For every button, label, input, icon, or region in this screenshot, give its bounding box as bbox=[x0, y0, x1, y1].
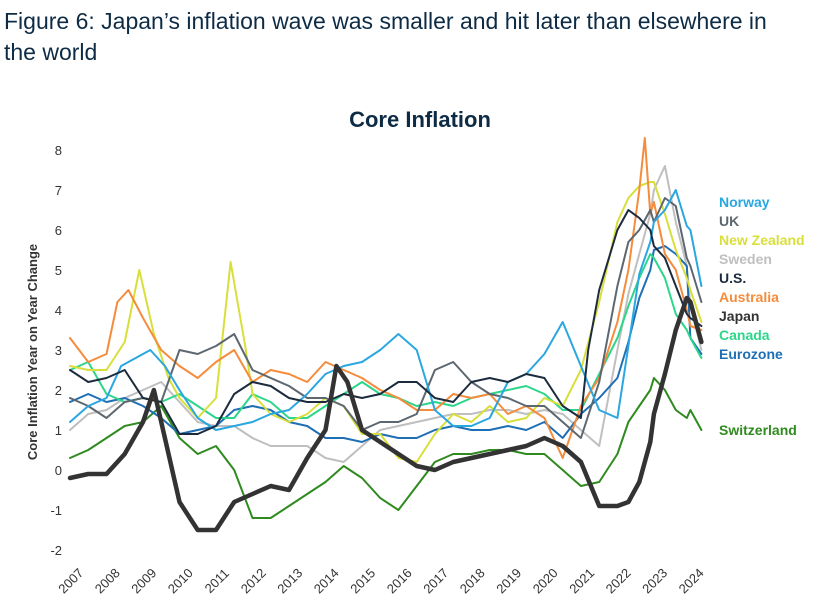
legend-entry-eurozone: Eurozone bbox=[719, 346, 783, 362]
y-tick-label: -2 bbox=[50, 543, 62, 558]
x-tick-label: 2013 bbox=[274, 565, 305, 596]
series-line-canada bbox=[69, 253, 703, 419]
y-tick-label: 0 bbox=[55, 463, 62, 478]
y-tick-label: 5 bbox=[55, 263, 62, 278]
legend-entry-australia: Australia bbox=[719, 289, 779, 305]
x-tick-label: 2008 bbox=[92, 565, 123, 596]
legend-entry-canada: Canada bbox=[719, 327, 770, 343]
legend-entry-sweden: Sweden bbox=[719, 251, 772, 267]
x-tick-label: 2017 bbox=[420, 565, 451, 596]
x-tick-label: 2010 bbox=[165, 565, 196, 596]
legend-entry-norway: Norway bbox=[719, 194, 770, 210]
y-tick-label: 8 bbox=[55, 143, 62, 158]
y-axis-label: Core Inflation Year on Year Change bbox=[25, 244, 40, 460]
x-tick-label: 2009 bbox=[128, 565, 159, 596]
x-tick-label: 2007 bbox=[55, 565, 86, 596]
x-tick-label: 2019 bbox=[493, 565, 524, 596]
y-tick-label: 7 bbox=[55, 183, 62, 198]
legend-entry-uk: UK bbox=[719, 213, 739, 229]
series-line-switzerland bbox=[69, 377, 703, 519]
x-tick-label: 2014 bbox=[311, 565, 342, 596]
series-line-japan bbox=[67, 295, 704, 533]
x-tick-label: 2012 bbox=[238, 565, 269, 596]
x-tick-label: 2023 bbox=[639, 565, 670, 596]
legend-entry-switzerland: Switzerland bbox=[719, 422, 797, 438]
series-line-norway bbox=[69, 189, 703, 431]
figure-title: Figure 6: Japan’s inflation wave was sma… bbox=[4, 8, 767, 65]
legend-entry-u-s-: U.S. bbox=[719, 270, 746, 286]
y-tick-label: 6 bbox=[55, 223, 62, 238]
x-tick-label: 2018 bbox=[457, 565, 488, 596]
chart-title: Core Inflation bbox=[349, 107, 491, 132]
series-line-eurozone bbox=[69, 245, 703, 443]
y-tick-label: 2 bbox=[55, 383, 62, 398]
series-line-australia bbox=[69, 137, 703, 459]
x-tick-label: 2024 bbox=[676, 565, 707, 596]
series-line-sweden bbox=[69, 165, 703, 463]
y-tick-label: 3 bbox=[55, 343, 62, 358]
x-tick-label: 2011 bbox=[202, 566, 232, 596]
series-lines bbox=[67, 137, 704, 533]
x-tick-label: 2020 bbox=[530, 565, 561, 596]
x-tick-label: 2015 bbox=[347, 565, 378, 596]
legend-entry-japan: Japan bbox=[719, 308, 759, 324]
legend: Norway UK New Zealand Sweden U.S. Australia Ja… bbox=[719, 194, 805, 438]
x-tick-label: 2021 bbox=[566, 565, 597, 596]
x-tick-label: 2022 bbox=[603, 565, 634, 596]
series-line-uk bbox=[69, 197, 703, 439]
legend-entry-new-zealand: New Zealand bbox=[719, 232, 805, 248]
y-tick-label: -1 bbox=[50, 503, 62, 518]
x-tick-label: 2016 bbox=[384, 565, 415, 596]
y-tick-label: 4 bbox=[55, 303, 62, 318]
y-tick-label: 1 bbox=[55, 423, 62, 438]
series-line-u-s- bbox=[69, 209, 703, 435]
